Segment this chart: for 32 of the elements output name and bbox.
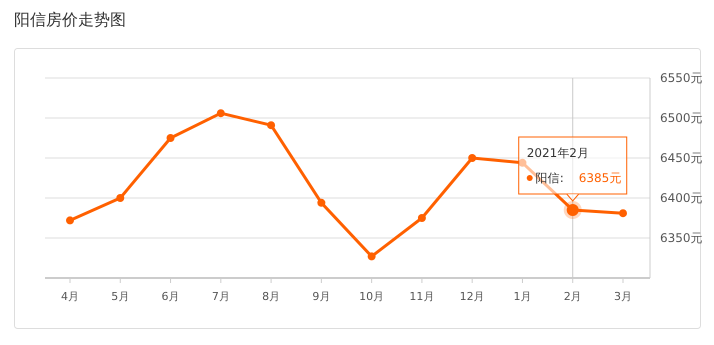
x-tick-label: 11月 <box>409 290 434 303</box>
x-tick-label: 9月 <box>312 290 330 303</box>
x-tick-label: 4月 <box>61 290 79 303</box>
point <box>267 121 276 130</box>
y-tick-label: 6400元 <box>660 191 703 205</box>
point <box>216 109 225 118</box>
x-tick-label: 5月 <box>111 290 130 303</box>
point <box>368 252 376 260</box>
x-tick-label: 10月 <box>359 290 384 303</box>
point <box>518 158 526 167</box>
annotation: 2021年2月 <box>526 146 589 160</box>
point <box>317 198 326 207</box>
x-tick-label: 2月 <box>564 290 582 303</box>
point <box>66 216 74 224</box>
chart-title: 阳信房价走势图 <box>14 10 126 29</box>
x-tick-label: 7月 <box>212 290 230 303</box>
annotation: 阳信: <box>536 171 564 185</box>
point <box>468 154 476 162</box>
x-tick-label: 3月 <box>614 290 632 303</box>
x-tick-label: 6月 <box>162 290 180 303</box>
annotation: 6385元 <box>578 171 622 185</box>
y-tick-label: 6450元 <box>660 151 703 165</box>
y-tick-label: 6350元 <box>660 231 703 245</box>
y-tick-label: 6550元 <box>660 71 703 85</box>
y-tick-label: 6500元 <box>660 111 703 125</box>
x-tick-label: 1月 <box>513 290 532 303</box>
x-tick-label: 8月 <box>262 290 280 303</box>
point <box>116 194 124 202</box>
point <box>418 214 426 222</box>
x-tick-label: 12月 <box>460 290 485 303</box>
point <box>619 209 627 218</box>
point <box>166 134 175 142</box>
